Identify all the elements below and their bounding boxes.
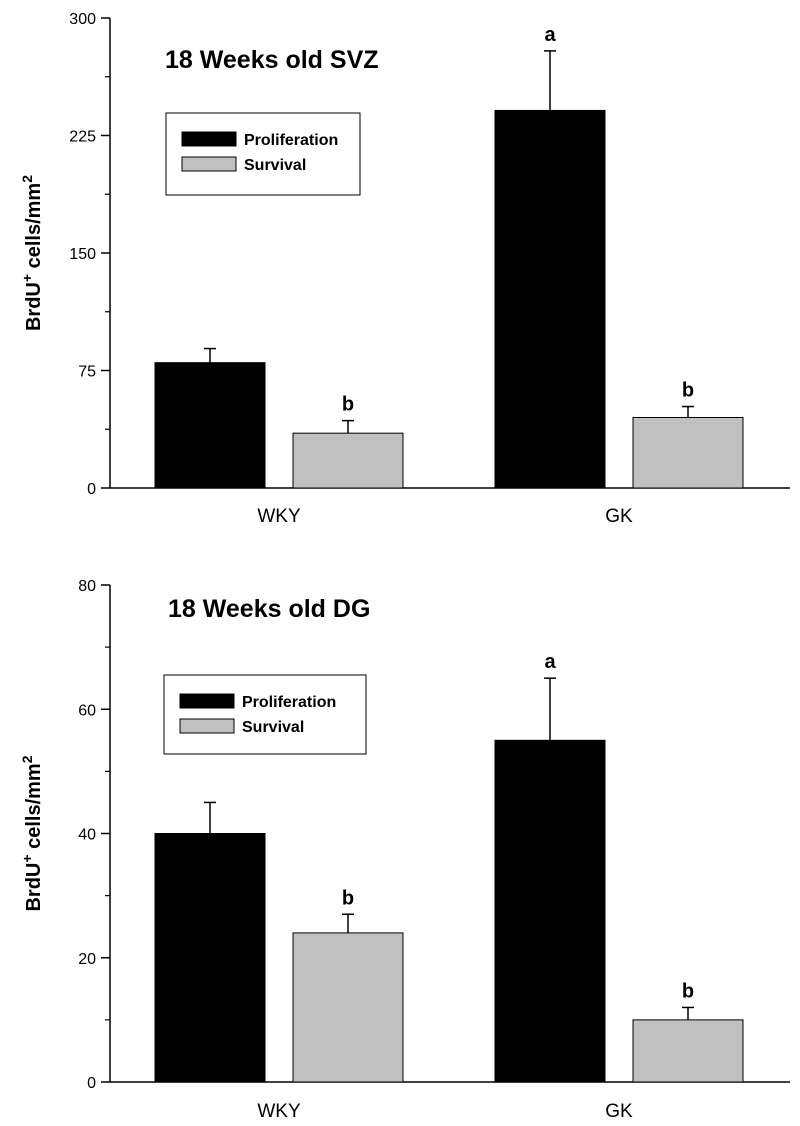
legend-label: Proliferation (242, 694, 336, 711)
y-tick-label: 150 (69, 246, 96, 263)
x-category-label: GK (605, 1101, 633, 1122)
y-tick-label: 225 (69, 129, 96, 146)
chart-1: 0 75 150 225 300 BrdU+ cells/mm2 18 Weeks old … (19, 11, 790, 527)
x-category-label: WKY (257, 1101, 301, 1122)
significance-label: a (544, 651, 556, 673)
y-tick-label: 0 (87, 481, 96, 498)
y-tick-label: 300 (69, 11, 96, 28)
legend-box (165, 112, 361, 196)
y-tick-label: 75 (78, 364, 96, 381)
chart-2: 0 20 40 60 80 BrdU+ cells/mm2 18 Weeks old DG b… (19, 578, 790, 1122)
legend-label: Survival (242, 719, 304, 736)
bar-survival-gk (632, 1019, 744, 1083)
legend-label: Survival (244, 157, 306, 174)
legend-swatch (181, 156, 237, 172)
chart-title: 18 Weeks old DG (168, 595, 370, 623)
y-tick-label: 60 (78, 702, 96, 719)
chart-title: 18 Weeks old SVZ (165, 46, 379, 74)
y-axis-label: BrdU+ cells/mm2 (19, 755, 45, 911)
legend-box (163, 674, 367, 755)
legend-swatch (179, 718, 235, 734)
bar-proliferation-wky (154, 833, 266, 1083)
y-tick-label: 0 (87, 1075, 96, 1092)
bar-proliferation-wky (154, 362, 266, 489)
y-tick-label: 40 (78, 827, 96, 844)
bar-survival-gk (632, 417, 744, 489)
bar-proliferation-gk (494, 739, 606, 1083)
x-category-label: WKY (257, 506, 301, 527)
bar-survival-wky (292, 932, 404, 1083)
x-category-label: GK (605, 506, 633, 527)
y-tick-label: 80 (78, 578, 96, 595)
significance-label: b (682, 980, 694, 1002)
legend: Proliferation Survival (163, 674, 367, 755)
y-axis-label: BrdU+ cells/mm2 (19, 175, 45, 331)
legend: Proliferation Survival (165, 112, 361, 196)
significance-label: b (682, 380, 694, 402)
significance-label: b (342, 394, 354, 416)
bar-proliferation-gk (494, 109, 606, 489)
legend-label: Proliferation (244, 132, 338, 149)
y-tick-label: 20 (78, 951, 96, 968)
significance-label: a (544, 24, 556, 46)
bar-survival-wky (292, 432, 404, 489)
significance-label: b (342, 887, 354, 909)
legend-swatch (181, 131, 237, 147)
legend-swatch (179, 693, 235, 709)
